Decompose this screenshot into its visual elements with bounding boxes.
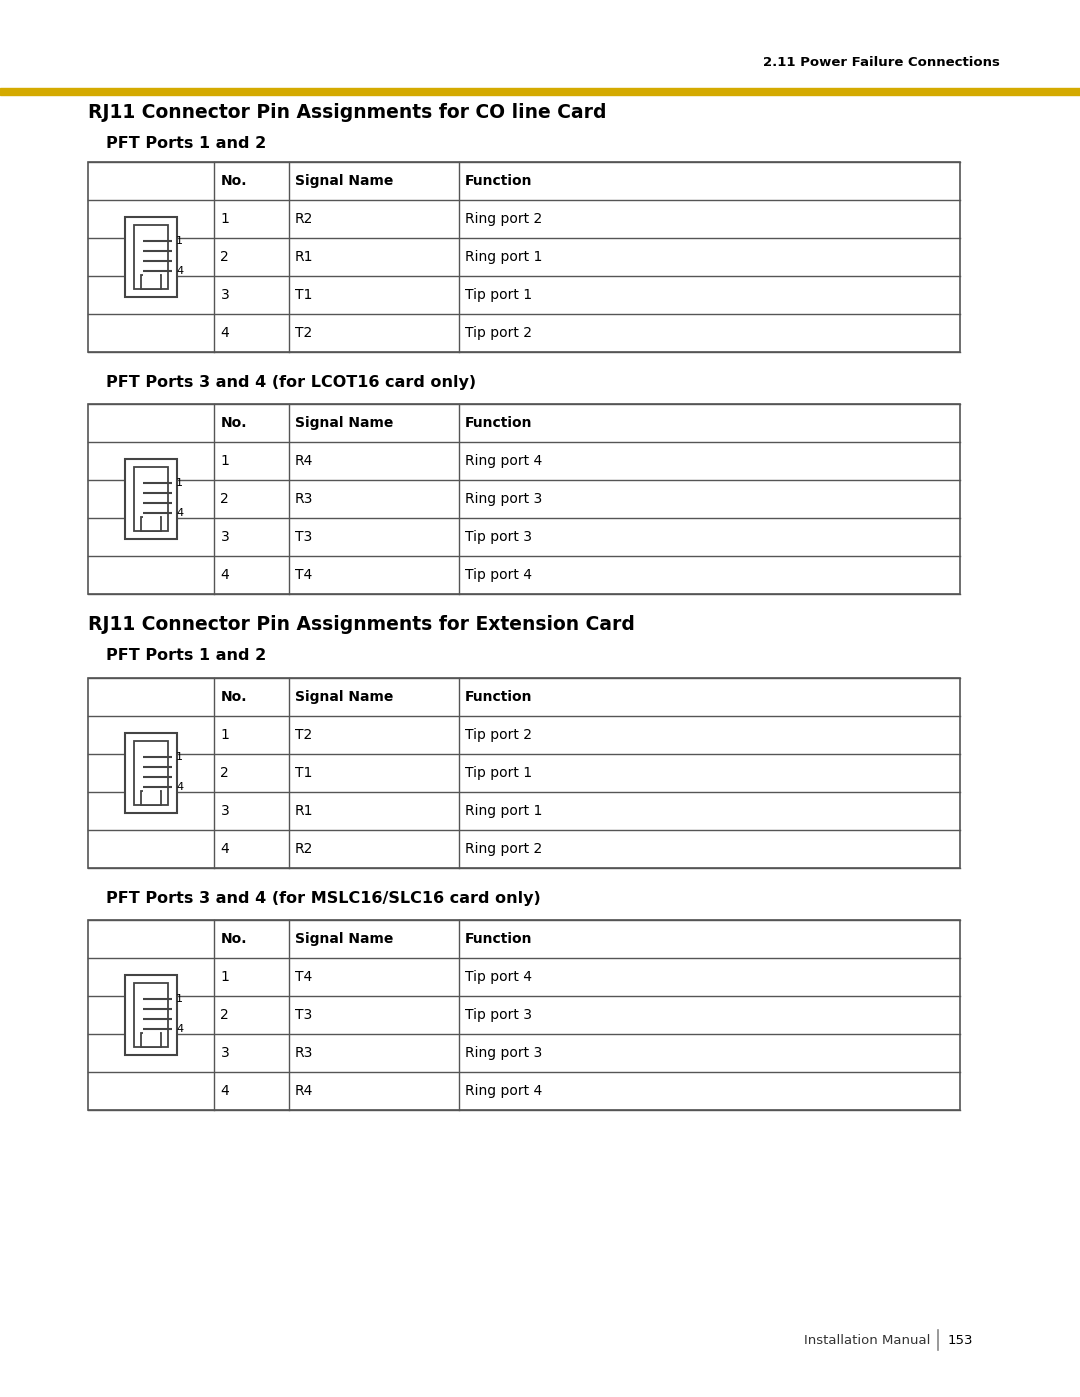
Text: RJ11 Connector Pin Assignments for Extension Card: RJ11 Connector Pin Assignments for Exten… [87,615,635,633]
Text: PFT Ports 1 and 2: PFT Ports 1 and 2 [106,648,267,664]
Bar [143,1032,160,1035]
Bar [87,678,960,868]
Text: Tip port 1: Tip port 1 [464,766,531,780]
Text: 2: 2 [220,492,229,506]
Text: No.: No. [220,690,247,704]
Text: R4: R4 [295,454,313,468]
Text: 4: 4 [220,1084,229,1098]
Text: Tip port 1: Tip port 1 [464,288,531,302]
Bar [87,162,960,352]
Text: 2: 2 [220,250,229,264]
Text: Installation Manual: Installation Manual [804,1334,930,1347]
Text: 4: 4 [220,842,229,856]
Text: 1: 1 [176,995,184,1004]
Text: 3: 3 [220,288,229,302]
Bar [143,274,160,277]
Text: Function: Function [464,416,532,430]
Text: T1: T1 [295,288,312,302]
Text: 2.11 Power Failure Connections: 2.11 Power Failure Connections [764,56,1000,68]
Text: 1: 1 [220,728,229,742]
Bar [134,983,168,1046]
Text: 4: 4 [176,1024,184,1034]
Text: No.: No. [220,932,247,946]
Text: R3: R3 [295,492,313,506]
Bar [87,404,960,594]
Text: Signal Name: Signal Name [295,175,393,189]
Text: 1: 1 [220,454,229,468]
Text: 3: 3 [220,529,229,543]
Text: PFT Ports 3 and 4 (for MSLC16/SLC16 card only): PFT Ports 3 and 4 (for MSLC16/SLC16 card… [106,890,541,905]
Text: R4: R4 [295,1084,313,1098]
Text: Tip port 4: Tip port 4 [464,569,531,583]
Text: Signal Name: Signal Name [295,416,393,430]
Text: 1: 1 [176,236,184,246]
Text: Ring port 3: Ring port 3 [464,492,542,506]
Text: Function: Function [464,175,532,189]
Bar [141,517,161,531]
Text: PFT Ports 3 and 4 (for LCOT16 card only): PFT Ports 3 and 4 (for LCOT16 card only) [106,374,476,390]
Text: R2: R2 [295,212,313,226]
Text: 4: 4 [220,326,229,339]
Text: Tip port 2: Tip port 2 [464,728,531,742]
Bar [141,791,161,805]
Text: T2: T2 [295,326,312,339]
Text: 4: 4 [176,509,184,518]
Text: R2: R2 [295,842,313,856]
Text: T2: T2 [295,728,312,742]
Bar [143,515,160,518]
Bar [134,225,168,289]
Text: Ring port 4: Ring port 4 [464,454,542,468]
Text: T4: T4 [295,569,312,583]
Text: Tip port 2: Tip port 2 [464,326,531,339]
Text: Tip port 3: Tip port 3 [464,529,531,543]
Text: Tip port 4: Tip port 4 [464,970,531,983]
Bar [0,88,1080,95]
Text: No.: No. [220,175,247,189]
Text: PFT Ports 1 and 2: PFT Ports 1 and 2 [106,136,267,151]
Text: R1: R1 [295,250,313,264]
Text: Signal Name: Signal Name [295,932,393,946]
Text: 3: 3 [220,805,229,819]
Bar [134,467,168,531]
Text: Ring port 2: Ring port 2 [464,212,542,226]
Text: 1: 1 [220,212,229,226]
Text: 4: 4 [176,782,184,792]
Text: Function: Function [464,932,532,946]
Text: No.: No. [220,416,247,430]
Text: 4: 4 [176,265,184,277]
Bar [125,217,177,298]
Bar [87,921,960,1111]
Text: R3: R3 [295,1046,313,1060]
Text: Ring port 3: Ring port 3 [464,1046,542,1060]
Text: R1: R1 [295,805,313,819]
Bar [143,789,160,792]
Text: T4: T4 [295,970,312,983]
Text: T3: T3 [295,1009,312,1023]
Text: Signal Name: Signal Name [295,690,393,704]
Text: 4: 4 [220,569,229,583]
Text: 2: 2 [220,766,229,780]
Text: RJ11 Connector Pin Assignments for CO line Card: RJ11 Connector Pin Assignments for CO li… [87,103,607,123]
Text: Function: Function [464,690,532,704]
Text: Ring port 1: Ring port 1 [464,250,542,264]
Text: Ring port 4: Ring port 4 [464,1084,542,1098]
Text: 1: 1 [220,970,229,983]
Bar [141,275,161,289]
Text: 1: 1 [176,752,184,761]
Text: 3: 3 [220,1046,229,1060]
Bar [141,1032,161,1046]
Bar [125,975,177,1055]
Text: Ring port 2: Ring port 2 [464,842,542,856]
Text: Ring port 1: Ring port 1 [464,805,542,819]
Bar [134,740,168,805]
Text: T1: T1 [295,766,312,780]
Bar [125,733,177,813]
Text: 1: 1 [176,478,184,488]
Text: 2: 2 [220,1009,229,1023]
Text: 153: 153 [948,1334,973,1347]
Text: T3: T3 [295,529,312,543]
Text: Tip port 3: Tip port 3 [464,1009,531,1023]
Bar [125,460,177,539]
